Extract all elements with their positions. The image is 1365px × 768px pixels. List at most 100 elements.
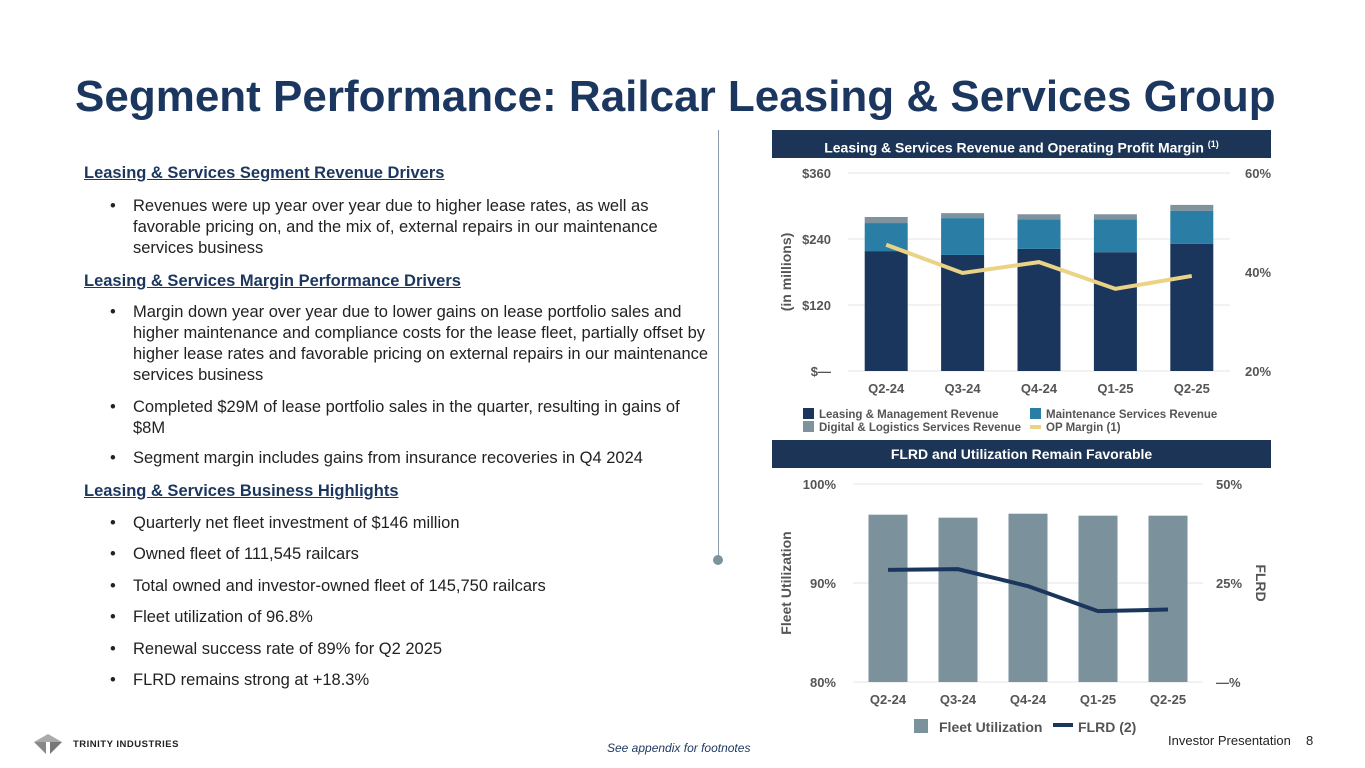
bar-fleet-utilization <box>1078 515 1118 682</box>
bar-maintenance-services-revenue <box>941 218 985 255</box>
page-number: 8 <box>1306 733 1314 748</box>
footnote: See appendix for footnotes <box>607 741 751 755</box>
legend-label: Fleet Utilization <box>939 719 1042 735</box>
x-tick-label: Q1-25 <box>1097 381 1133 396</box>
bullet-dot: • <box>110 449 116 467</box>
bullet: • Revenues were up year over year due to … <box>110 196 710 259</box>
y-tick-label: 100% <box>803 477 837 492</box>
bullet: • Quarterly net fleet investment of $146 … <box>110 513 710 534</box>
bullet-dot: • <box>110 303 116 321</box>
footer-label: Investor Presentation <box>1168 733 1291 748</box>
divider-line <box>718 130 719 560</box>
legend-swatch <box>1053 723 1073 727</box>
chart1-title-sup: (1) <box>1207 139 1219 149</box>
bullet: • Segment margin includes gains from insu… <box>110 448 710 469</box>
bar-digital-logistics-services-revenue <box>864 217 908 224</box>
bullet-text: Fleet utilization of 96.8% <box>133 608 313 626</box>
legend-swatch <box>1030 425 1041 429</box>
y-tick-label: 80% <box>810 675 836 690</box>
legend-swatch <box>803 408 814 419</box>
bullet: • Completed $29M of lease portfolio sales… <box>110 397 710 439</box>
bar-fleet-utilization <box>1148 515 1188 682</box>
legend-label: Digital & Logistics Services Revenue <box>819 422 1021 434</box>
legend-label: FLRD (2) <box>1078 719 1136 735</box>
bullet-text: Quarterly net fleet investment of $146 m… <box>133 514 460 532</box>
trinity-logo-icon <box>34 734 62 754</box>
bullet-dot: • <box>110 640 116 658</box>
x-tick-label: Q2-24 <box>870 692 907 707</box>
bullet: • Owned fleet of 111,545 railcars <box>110 544 710 565</box>
y2-axis-label: FLRD <box>1253 564 1269 601</box>
chart2-title: FLRD and Utilization Remain Favorable <box>890 446 1153 462</box>
bullet: • Margin down year over year due to lower… <box>110 302 710 386</box>
x-tick-label: Q2-25 <box>1150 692 1186 707</box>
y-tick-label: $— <box>811 364 831 379</box>
y-axis-label: (in millions) <box>778 233 794 312</box>
bullet: • Fleet utilization of 96.8% <box>110 607 710 628</box>
y-tick-label: $360 <box>802 166 831 181</box>
y2-tick-label: 25% <box>1216 576 1242 591</box>
bar-digital-logistics-services-revenue <box>1093 214 1137 220</box>
section-heading: Leasing & Services Business Highlights <box>84 482 399 500</box>
bullet: • Total owned and investor-owned fleet of… <box>110 576 710 597</box>
bullet-text: FLRD remains strong at +18.3% <box>133 671 370 689</box>
bar-leasing-management-revenue <box>1093 252 1137 371</box>
logo-text: TRINITY INDUSTRIES <box>73 738 179 750</box>
y2-tick-label: 40% <box>1245 265 1271 280</box>
bar-leasing-management-revenue <box>864 251 908 371</box>
bar-fleet-utilization <box>868 514 908 682</box>
chart1-title: Leasing & Services Revenue and Operating… <box>824 139 1204 156</box>
bullet-dot: • <box>110 671 116 689</box>
legend-label: Leasing & Management Revenue <box>819 409 999 421</box>
y2-tick-label: 20% <box>1245 364 1271 379</box>
bar-digital-logistics-services-revenue <box>1017 214 1061 220</box>
bar-maintenance-services-revenue <box>1093 219 1137 253</box>
bar-digital-logistics-services-revenue <box>941 213 985 219</box>
bar-maintenance-services-revenue <box>1017 219 1061 249</box>
bullet-text: Segment margin includes gains from insur… <box>133 449 643 467</box>
x-tick-label: Q4-24 <box>1010 692 1047 707</box>
y-tick-label: 90% <box>810 576 836 591</box>
bar-fleet-utilization <box>1008 513 1048 682</box>
legend-label: Maintenance Services Revenue <box>1046 409 1217 421</box>
page-title: Segment Performance: Railcar Leasing & S… <box>75 72 1276 121</box>
bullet-text: Revenues were up year over year due to h… <box>133 197 658 257</box>
legend-swatch <box>914 719 928 733</box>
bullet-text: Renewal success rate of 89% for Q2 2025 <box>133 640 443 658</box>
y2-tick-label: 60% <box>1245 166 1271 181</box>
bullet-dot: • <box>110 197 116 215</box>
section-heading: Leasing & Services Segment Revenue Drive… <box>84 164 445 182</box>
bullet: • Renewal success rate of 89% for Q2 2025 <box>110 639 710 660</box>
y2-tick-label: —% <box>1216 675 1241 690</box>
bullet-dot: • <box>110 545 116 563</box>
bullet-text: Total owned and investor-owned fleet of … <box>133 577 546 595</box>
x-tick-label: Q2-25 <box>1174 381 1210 396</box>
bullet-text: Margin down year over year due to lower … <box>133 303 709 384</box>
legend-swatch <box>803 421 814 432</box>
bullet-dot: • <box>110 514 116 532</box>
bar-fleet-utilization <box>938 517 978 682</box>
x-tick-label: Q3-24 <box>945 381 982 396</box>
x-tick-label: Q1-25 <box>1080 692 1116 707</box>
chart1-header: Leasing & Services Revenue and Operating… <box>772 130 1271 158</box>
bar-leasing-management-revenue <box>1170 243 1214 371</box>
legend-swatch <box>1030 408 1041 419</box>
bullet-dot: • <box>110 577 116 595</box>
bar-digital-logistics-services-revenue <box>1170 204 1214 211</box>
company-logo: TRINITY INDUSTRIES <box>33 732 179 756</box>
y-tick-label: $120 <box>802 298 831 313</box>
bullet-dot: • <box>110 398 116 416</box>
x-tick-label: Q4-24 <box>1021 381 1058 396</box>
y2-tick-label: 50% <box>1216 477 1242 492</box>
chart2-header: FLRD and Utilization Remain Favorable <box>772 440 1271 468</box>
section-heading: Leasing & Services Margin Performance Dr… <box>84 272 461 290</box>
x-tick-label: Q3-24 <box>940 692 977 707</box>
bullet-text: Completed $29M of lease portfolio sales … <box>133 398 680 437</box>
x-tick-label: Q2-24 <box>868 381 905 396</box>
bullet-dot: • <box>110 608 116 626</box>
bullet: • FLRD remains strong at +18.3% <box>110 670 710 691</box>
bar-leasing-management-revenue <box>1017 248 1061 371</box>
divider-dot <box>713 555 723 565</box>
bar-maintenance-services-revenue <box>1170 210 1214 244</box>
